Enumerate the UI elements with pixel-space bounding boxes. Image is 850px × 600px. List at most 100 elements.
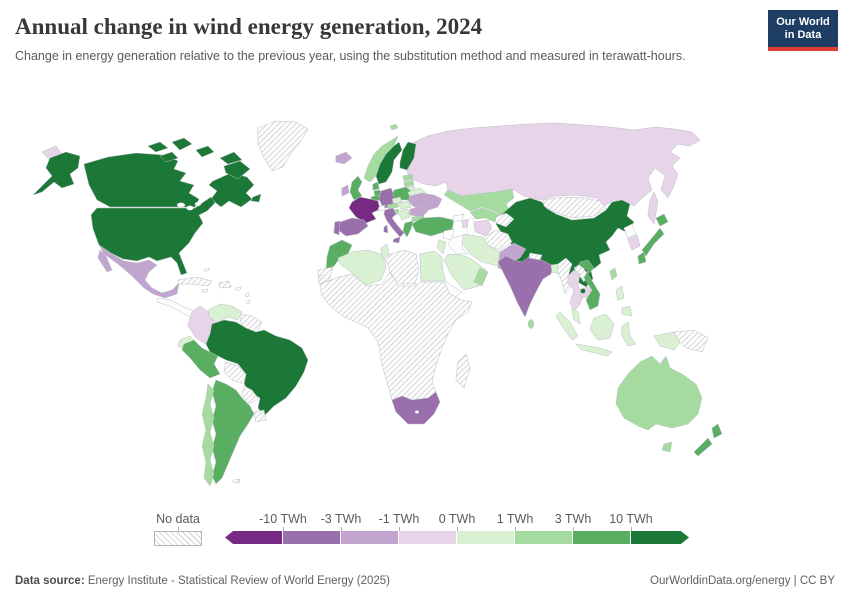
- country-switzerland[interactable]: [377, 204, 386, 212]
- no-data-swatch[interactable]: [154, 531, 202, 546]
- country-israel-jordan[interactable]: [436, 239, 447, 255]
- country-ukraine[interactable]: [407, 192, 443, 212]
- country-australia-tasmania[interactable]: [661, 441, 673, 453]
- country-papua-new-guinea[interactable]: [673, 329, 709, 353]
- country-portugal[interactable]: [333, 220, 341, 236]
- country-sri-lanka[interactable]: [527, 319, 535, 329]
- country-puerto-rico[interactable]: [234, 286, 242, 291]
- country-greenland[interactable]: [257, 120, 309, 172]
- country-africa-other[interactable]: [319, 271, 473, 401]
- legend-bin-6[interactable]: [573, 531, 631, 544]
- country-canada-island[interactable]: [219, 151, 243, 165]
- country-united-kingdom[interactable]: [349, 175, 363, 201]
- country-estonia[interactable]: [402, 173, 414, 182]
- country-oman[interactable]: [473, 267, 489, 287]
- legend-bin-7[interactable]: [631, 531, 689, 544]
- country-new-zealand-north[interactable]: [711, 423, 723, 439]
- country-thailand[interactable]: [567, 269, 585, 313]
- country-czechia[interactable]: [391, 196, 403, 205]
- country-philippines-mindanao[interactable]: [621, 305, 633, 317]
- country-venezuela[interactable]: [207, 303, 243, 323]
- country-libya[interactable]: [385, 249, 420, 285]
- country-brazil[interactable]: [205, 319, 309, 417]
- country-indonesia-sumatra[interactable]: [555, 311, 579, 341]
- country-mexico-baja[interactable]: [97, 249, 113, 273]
- country-austria[interactable]: [386, 202, 400, 210]
- country-canada-east[interactable]: [208, 172, 255, 208]
- country-bolivia[interactable]: [223, 361, 247, 385]
- country-paraguay[interactable]: [241, 385, 259, 405]
- country-nepal[interactable]: [528, 252, 543, 261]
- country-indonesia-sulawesi[interactable]: [621, 321, 637, 347]
- country-balkans[interactable]: [397, 208, 411, 221]
- country-tunisia[interactable]: [380, 243, 390, 261]
- legend-bin-4[interactable]: [457, 531, 515, 544]
- owid-logo[interactable]: Our World in Data: [768, 10, 838, 52]
- country-mongolia[interactable]: [543, 196, 607, 219]
- country-egypt[interactable]: [419, 250, 447, 282]
- country-russia-sakhalin[interactable]: [647, 191, 659, 225]
- country-latvia[interactable]: [403, 179, 415, 188]
- license-link[interactable]: CC BY: [799, 575, 835, 587]
- legend-bin-5[interactable]: [515, 531, 573, 544]
- country-lesser-antilles[interactable]: [245, 299, 251, 305]
- country-new-zealand-south[interactable]: [693, 437, 713, 457]
- country-spain[interactable]: [337, 217, 369, 237]
- country-australia[interactable]: [615, 355, 703, 431]
- country-iceland[interactable]: [335, 151, 353, 165]
- country-uruguay[interactable]: [253, 409, 267, 423]
- country-south-korea[interactable]: [627, 234, 641, 251]
- legend-bin-1[interactable]: [283, 531, 341, 544]
- country-madagascar[interactable]: [455, 353, 471, 389]
- country-mexico[interactable]: [99, 245, 180, 299]
- country-malaysia[interactable]: [571, 307, 581, 325]
- country-greece[interactable]: [402, 220, 414, 238]
- country-philippines-luzon[interactable]: [615, 285, 625, 301]
- country-canary-islands[interactable]: [318, 274, 326, 279]
- country-turkmenistan[interactable]: [473, 219, 493, 237]
- country-north-korea[interactable]: [623, 223, 637, 239]
- country-united-states-alaska[interactable]: [32, 151, 81, 196]
- country-indonesia-west-new-guinea[interactable]: [653, 331, 683, 351]
- country-central-america[interactable]: [156, 297, 197, 319]
- country-chile[interactable]: [201, 383, 215, 487]
- country-hispaniola[interactable]: [218, 280, 232, 289]
- country-canada-newfoundland[interactable]: [250, 193, 262, 203]
- country-slovakia-hungary[interactable]: [398, 200, 412, 210]
- legend-bin-2[interactable]: [341, 531, 399, 544]
- country-china-hainan[interactable]: [580, 288, 586, 294]
- legend-bin-0[interactable]: [225, 531, 283, 544]
- country-south-africa[interactable]: [391, 391, 441, 425]
- country-romania[interactable]: [409, 206, 429, 218]
- country-france[interactable]: [348, 196, 381, 224]
- country-indonesia-borneo[interactable]: [589, 313, 615, 341]
- country-italy[interactable]: [383, 207, 405, 238]
- country-bahamas[interactable]: [203, 267, 210, 272]
- legend-bin-3[interactable]: [399, 531, 457, 544]
- country-sweden[interactable]: [375, 141, 403, 185]
- country-georgia[interactable]: [452, 213, 465, 223]
- country-italy-sicily[interactable]: [392, 236, 401, 244]
- country-norway[interactable]: [363, 135, 399, 183]
- country-canada-island[interactable]: [171, 137, 193, 151]
- country-canada-island[interactable]: [159, 151, 179, 163]
- country-italy-sardinia[interactable]: [383, 224, 389, 234]
- country-canada-island[interactable]: [147, 141, 169, 153]
- country-india[interactable]: [497, 255, 554, 318]
- country-cuba[interactable]: [177, 276, 213, 287]
- world-map[interactable]: [0, 108, 850, 505]
- country-western-sahara[interactable]: [317, 266, 334, 285]
- country-azerbaijan[interactable]: [461, 218, 469, 229]
- country-denmark[interactable]: [372, 181, 380, 191]
- country-finland[interactable]: [399, 141, 417, 171]
- country-algeria[interactable]: [337, 249, 387, 286]
- country-peru[interactable]: [181, 339, 221, 379]
- country-japan-honshu[interactable]: [641, 227, 665, 257]
- country-jamaica[interactable]: [201, 288, 209, 293]
- country-japan-hokkaido[interactable]: [655, 213, 669, 227]
- country-falkland-islands[interactable]: [232, 478, 241, 484]
- country-united-states[interactable]: [90, 196, 216, 276]
- owid-url-link[interactable]: OurWorldinData.org/energy: [650, 575, 791, 587]
- country-svalbard[interactable]: [389, 123, 399, 131]
- country-japan-kyushu[interactable]: [637, 251, 647, 265]
